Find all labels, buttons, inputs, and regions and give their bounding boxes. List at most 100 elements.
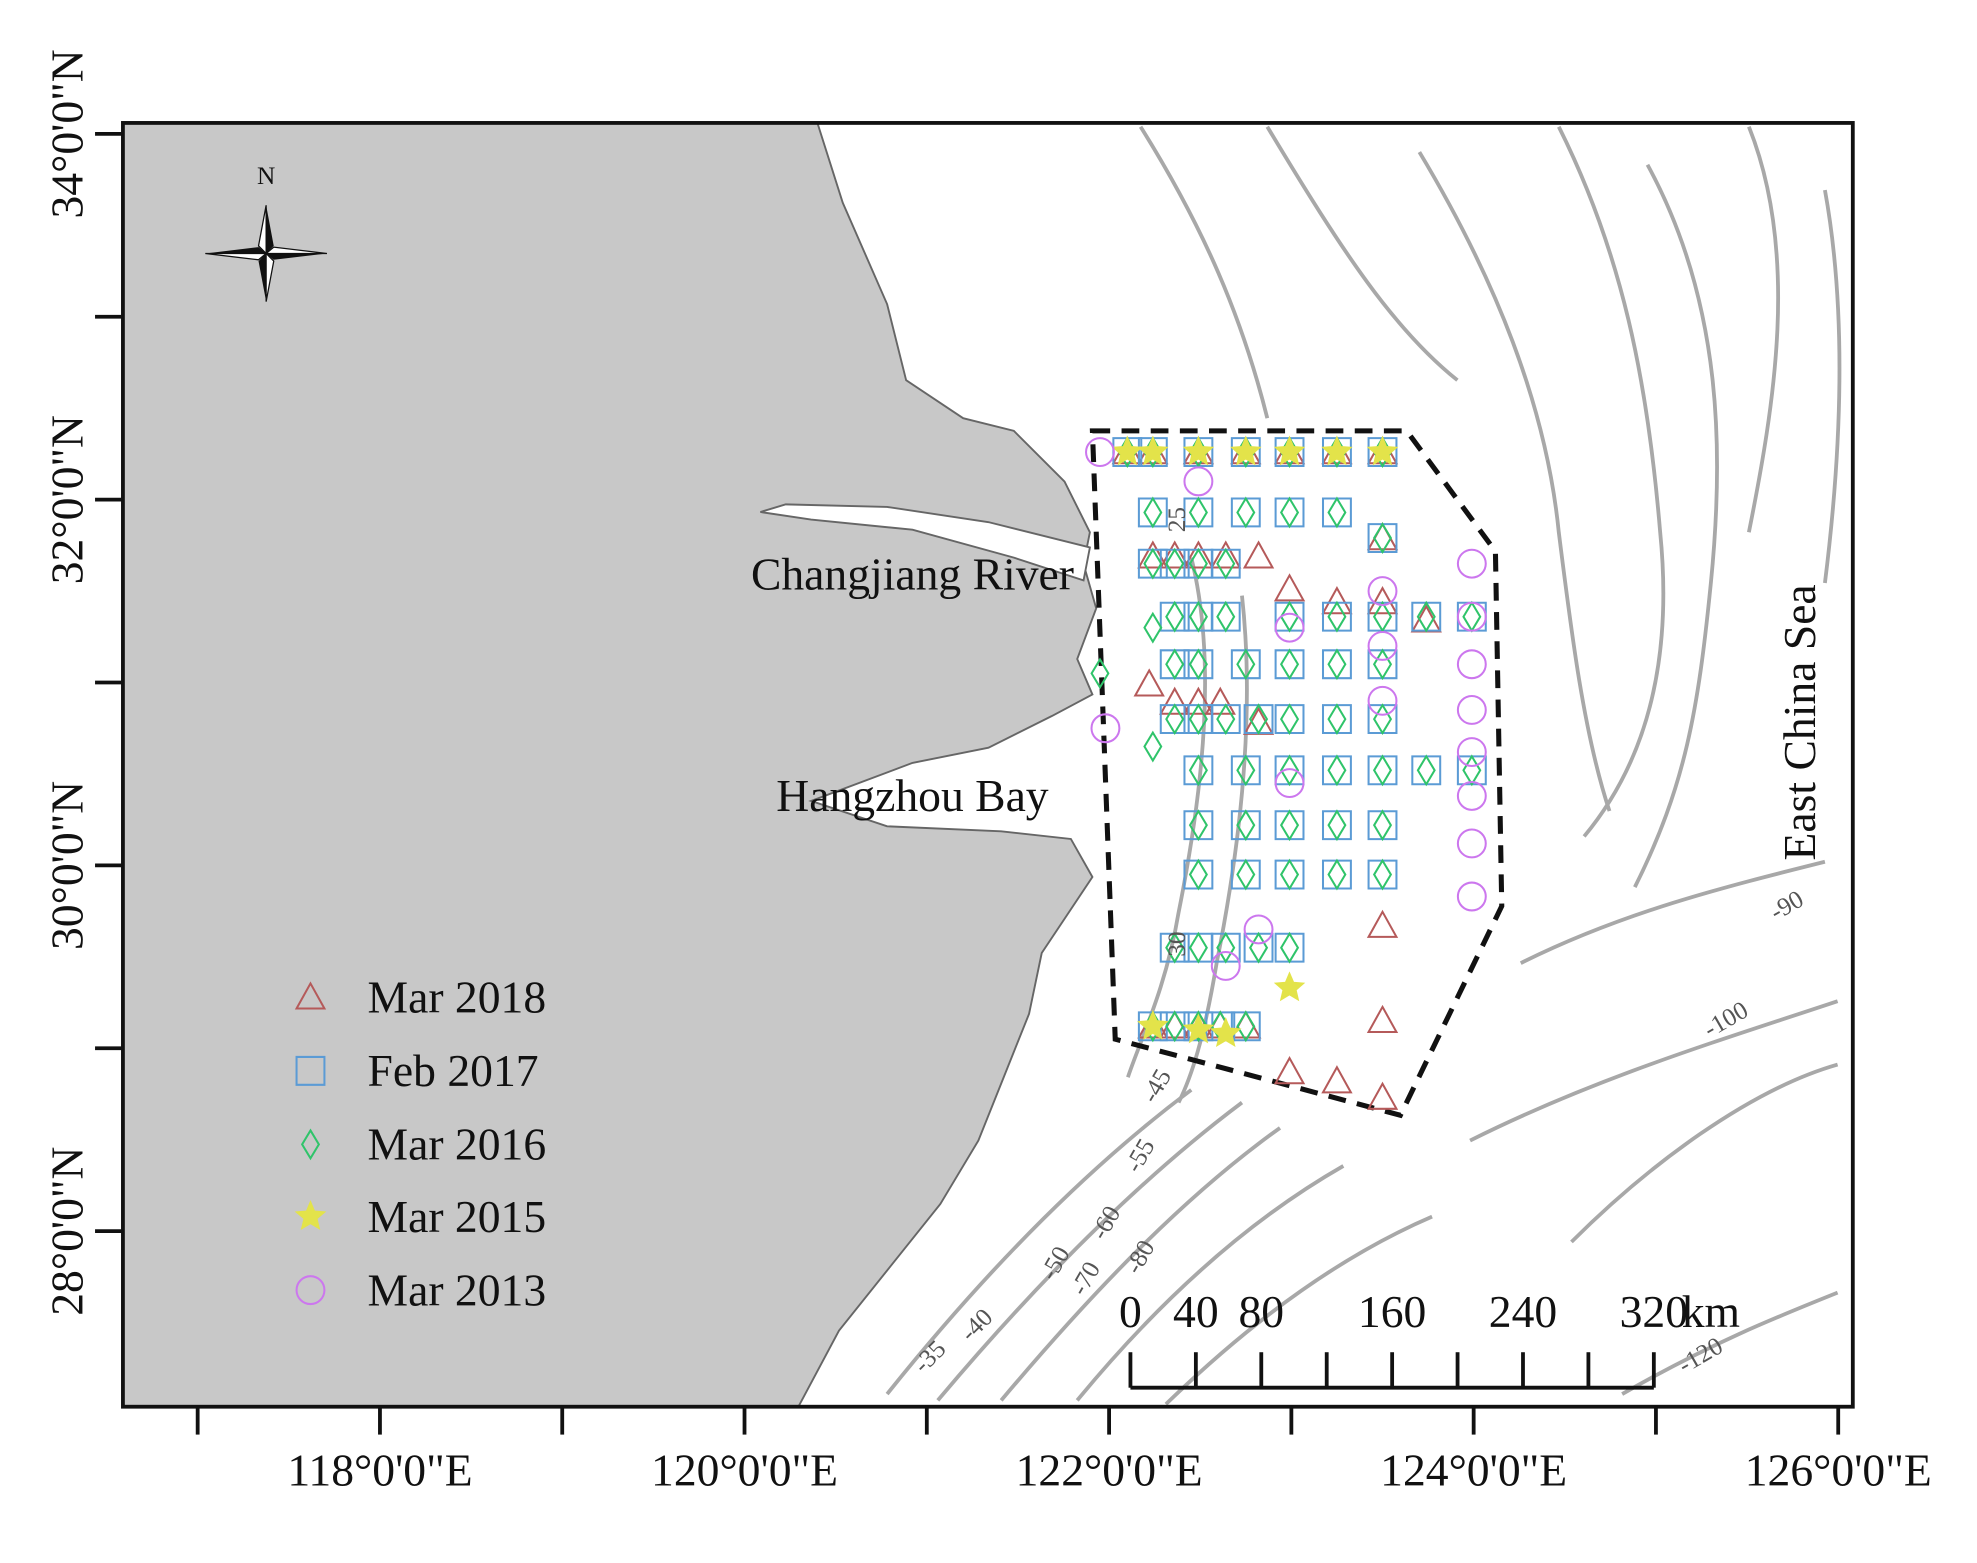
station [1182, 1013, 1215, 1044]
scale-label: 40 [1173, 1286, 1219, 1337]
station [1188, 547, 1208, 580]
station [1456, 601, 1487, 632]
x-tick-label: 124°0'0"E [1380, 1444, 1567, 1495]
y-tick-label: 34°0'0"N [41, 49, 92, 218]
station [1230, 435, 1262, 466]
study-area [1089, 428, 1505, 1119]
station [1210, 548, 1241, 579]
isobath [1164, 1214, 1433, 1406]
x-tick-label: 122°0'0"E [1016, 1444, 1203, 1495]
place-label: Hangzhou Bay [776, 770, 1049, 821]
isobath [1570, 1062, 1839, 1244]
station [1165, 703, 1185, 736]
station [1182, 435, 1215, 466]
station [1236, 648, 1256, 681]
station [1188, 809, 1208, 842]
station [1243, 932, 1274, 963]
station [1183, 466, 1214, 497]
isobaths [885, 125, 1842, 1406]
land [121, 121, 1098, 1408]
station [1327, 703, 1347, 736]
station [1236, 754, 1256, 787]
station [1280, 703, 1300, 736]
station [1321, 755, 1352, 786]
station [1273, 1056, 1306, 1085]
station [1188, 1010, 1208, 1043]
scale-label: 320 [1620, 1286, 1688, 1337]
station [1416, 600, 1436, 633]
station [1143, 547, 1163, 580]
station [1216, 600, 1236, 633]
station [1321, 1065, 1353, 1094]
legend-label: Mar 2013 [368, 1264, 547, 1315]
station [1367, 523, 1398, 554]
station [1216, 931, 1236, 964]
station [1210, 951, 1241, 981]
station [1085, 437, 1115, 468]
station [1367, 810, 1398, 841]
station [1367, 859, 1398, 890]
station [1456, 881, 1487, 912]
legend-label: Feb 2017 [368, 1045, 539, 1096]
station [1367, 601, 1398, 632]
station [1321, 437, 1352, 468]
stations [1085, 435, 1487, 1110]
station [1372, 600, 1393, 633]
station [1188, 703, 1208, 736]
station [1236, 809, 1256, 842]
station [1230, 437, 1261, 468]
station [1411, 601, 1442, 632]
station [1090, 657, 1110, 690]
station [1274, 810, 1305, 841]
isobath [885, 1088, 1193, 1396]
station [1274, 859, 1305, 890]
station [1366, 586, 1399, 615]
station [1456, 780, 1487, 811]
station [1280, 931, 1300, 964]
station [1133, 668, 1165, 697]
scale-label: 160 [1358, 1286, 1426, 1337]
station [1210, 540, 1242, 569]
station [1230, 810, 1261, 841]
station [1216, 547, 1236, 580]
station [1327, 496, 1347, 529]
place-label: East China Sea [1774, 584, 1825, 860]
y-tick-label: 28°0'0"N [41, 1147, 92, 1316]
legend-symbol [295, 1275, 326, 1306]
station [1367, 755, 1398, 786]
station [1183, 810, 1214, 841]
frame [121, 121, 1855, 1409]
station [1182, 540, 1215, 569]
station [1210, 601, 1241, 632]
scale-unit: km [1682, 1286, 1740, 1337]
station [1137, 497, 1168, 528]
scale-label: 0 [1119, 1286, 1142, 1337]
isobath [1557, 125, 1666, 838]
station [1249, 703, 1269, 736]
station [1273, 971, 1306, 1002]
isobath [1417, 151, 1612, 812]
station [1321, 435, 1353, 466]
station [1456, 828, 1487, 859]
station [1274, 768, 1305, 799]
station [1372, 858, 1393, 891]
station [1236, 496, 1256, 529]
station [1230, 859, 1261, 890]
station [1366, 435, 1399, 466]
station [1188, 858, 1208, 891]
station [1321, 586, 1353, 615]
river [760, 503, 1091, 582]
station [1137, 1009, 1169, 1040]
station [1367, 685, 1398, 716]
station [1165, 547, 1185, 580]
station [1372, 809, 1393, 842]
station [1280, 858, 1300, 891]
isobath [1138, 125, 1270, 419]
station [1230, 649, 1261, 680]
station [1321, 497, 1352, 528]
legend-label: Mar 2016 [368, 1119, 547, 1170]
station [1456, 737, 1487, 767]
station [1188, 648, 1208, 681]
station [1165, 600, 1185, 633]
station [1456, 548, 1487, 579]
